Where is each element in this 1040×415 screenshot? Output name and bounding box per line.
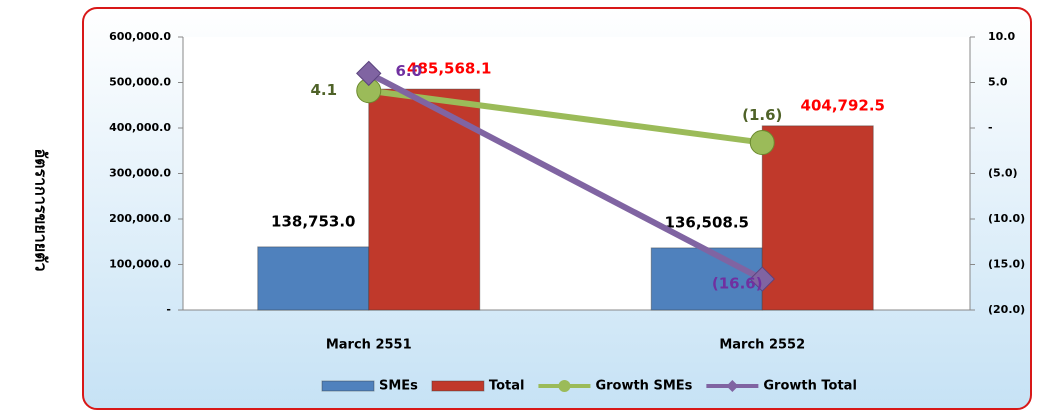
y-tick-label: 500,000.0	[109, 76, 171, 89]
bar	[257, 246, 370, 311]
value-label: 138,753.0	[271, 212, 355, 230]
bar	[368, 88, 481, 311]
y2-tick-label: 5.0	[988, 76, 1008, 89]
legend-label: SMEs	[379, 379, 418, 394]
legend-label: Growth SMEs	[595, 379, 692, 394]
y-tick-label: 600,000.0	[109, 30, 171, 43]
value-label: 6.0	[395, 62, 422, 80]
y2-tick-label: (15.0)	[988, 258, 1025, 271]
y-axis-title: อัตราการขยายตัว	[32, 149, 51, 272]
y2-tick-label: (10.0)	[988, 212, 1025, 225]
line	[367, 70, 764, 282]
y-tick-label: 300,000.0	[109, 167, 171, 180]
y-tick-label: 400,000.0	[109, 121, 171, 134]
value-label: (1.6)	[742, 106, 782, 124]
x-tick-label: March 2552	[719, 338, 805, 353]
value-label: 404,792.5	[801, 96, 885, 114]
value-label: 4.1	[310, 81, 337, 99]
y2-tick-label: 10.0	[988, 30, 1015, 43]
value-label: 136,508.5	[665, 213, 749, 231]
legend-swatch	[558, 380, 571, 392]
y2-tick-label: (20.0)	[988, 303, 1025, 316]
bar	[761, 125, 874, 311]
bar	[650, 247, 763, 311]
y2-tick-label: -	[988, 121, 993, 134]
legend-swatch	[431, 380, 485, 392]
legend-swatch	[321, 380, 375, 392]
y-tick-label: -	[166, 303, 171, 316]
marker	[356, 60, 382, 87]
x-tick-label: March 2551	[326, 338, 412, 353]
marker	[749, 266, 775, 292]
y-tick-label: 200,000.0	[109, 212, 171, 225]
legend-swatch	[726, 380, 739, 392]
legend-label: Growth Total	[763, 379, 857, 394]
value-label: 485,568.1	[407, 60, 491, 78]
marker	[749, 130, 775, 156]
y-tick-label: 100,000.0	[109, 258, 171, 271]
legend-label: Total	[489, 379, 525, 394]
value-label: (16.6)	[712, 275, 763, 293]
y2-tick-label: (5.0)	[988, 167, 1018, 180]
line	[368, 87, 763, 146]
